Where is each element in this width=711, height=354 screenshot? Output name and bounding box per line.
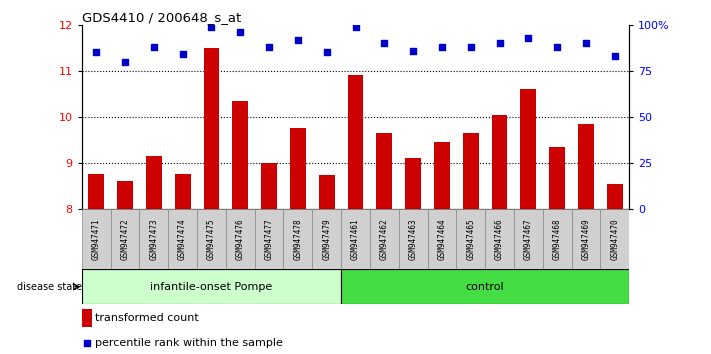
Bar: [542, 209, 572, 269]
Bar: [514, 209, 542, 269]
Bar: [203, 48, 220, 209]
Bar: [169, 209, 197, 269]
Text: GSM947466: GSM947466: [495, 218, 504, 260]
Point: [177, 51, 188, 57]
Bar: [197, 209, 226, 269]
Point: [90, 50, 102, 55]
Bar: [434, 142, 450, 209]
Bar: [405, 158, 421, 209]
Bar: [578, 124, 594, 209]
Bar: [520, 89, 536, 209]
Text: GSM947477: GSM947477: [264, 218, 274, 260]
Bar: [485, 209, 514, 269]
Point: [350, 24, 361, 29]
Bar: [175, 174, 191, 209]
Text: GSM947463: GSM947463: [409, 218, 417, 260]
Text: GSM947467: GSM947467: [524, 218, 533, 260]
Bar: [348, 75, 363, 209]
Bar: [370, 209, 399, 269]
Point: [292, 37, 304, 42]
Point: [235, 29, 246, 35]
Bar: [117, 181, 133, 209]
Text: GSM947469: GSM947469: [582, 218, 591, 260]
Text: percentile rank within the sample: percentile rank within the sample: [95, 338, 283, 348]
Text: transformed count: transformed count: [95, 313, 199, 323]
Bar: [312, 209, 341, 269]
Point: [379, 40, 390, 46]
Bar: [290, 128, 306, 209]
Point: [395, 227, 406, 233]
Bar: [82, 209, 111, 269]
Text: GSM947473: GSM947473: [149, 218, 159, 260]
Point: [407, 48, 419, 53]
Point: [119, 59, 131, 64]
Text: GSM947461: GSM947461: [351, 218, 360, 260]
Bar: [572, 209, 600, 269]
Bar: [88, 174, 104, 209]
Bar: [491, 114, 508, 209]
Bar: [600, 209, 629, 269]
Text: GSM947470: GSM947470: [610, 218, 619, 260]
Bar: [427, 209, 456, 269]
Text: GSM947474: GSM947474: [178, 218, 187, 260]
Bar: [226, 209, 255, 269]
Text: GSM947472: GSM947472: [120, 218, 129, 260]
Text: infantile-onset Pompe: infantile-onset Pompe: [150, 282, 272, 292]
Bar: [399, 209, 427, 269]
Point: [523, 35, 534, 40]
Text: GSM947479: GSM947479: [322, 218, 331, 260]
Point: [580, 40, 592, 46]
Bar: [82, 309, 92, 327]
Point: [552, 44, 563, 50]
Point: [437, 44, 448, 50]
Text: control: control: [466, 282, 505, 292]
Bar: [255, 209, 284, 269]
Bar: [261, 163, 277, 209]
Text: disease state: disease state: [16, 282, 82, 292]
Bar: [319, 175, 335, 209]
Text: GSM947471: GSM947471: [92, 218, 101, 260]
Bar: [550, 147, 565, 209]
Text: GSM947464: GSM947464: [437, 218, 447, 260]
Point: [609, 53, 621, 59]
Bar: [139, 209, 169, 269]
Text: GDS4410 / 200648_s_at: GDS4410 / 200648_s_at: [82, 11, 241, 24]
Point: [148, 44, 159, 50]
Bar: [456, 209, 485, 269]
Bar: [607, 183, 623, 209]
Bar: [146, 156, 161, 209]
Point: [321, 50, 332, 55]
Bar: [341, 209, 370, 269]
Bar: [376, 133, 392, 209]
Bar: [232, 101, 248, 209]
Bar: [284, 209, 312, 269]
Text: GSM947462: GSM947462: [380, 218, 389, 260]
Text: GSM947478: GSM947478: [294, 218, 302, 260]
Text: GSM947465: GSM947465: [466, 218, 475, 260]
Text: GSM947476: GSM947476: [236, 218, 245, 260]
Text: GSM947475: GSM947475: [207, 218, 216, 260]
Bar: [111, 209, 139, 269]
Bar: [82, 269, 341, 304]
Text: GSM947468: GSM947468: [552, 218, 562, 260]
Point: [263, 44, 274, 50]
Point: [465, 44, 476, 50]
Point: [494, 40, 506, 46]
Bar: [341, 269, 629, 304]
Point: [205, 24, 217, 29]
Bar: [463, 133, 479, 209]
